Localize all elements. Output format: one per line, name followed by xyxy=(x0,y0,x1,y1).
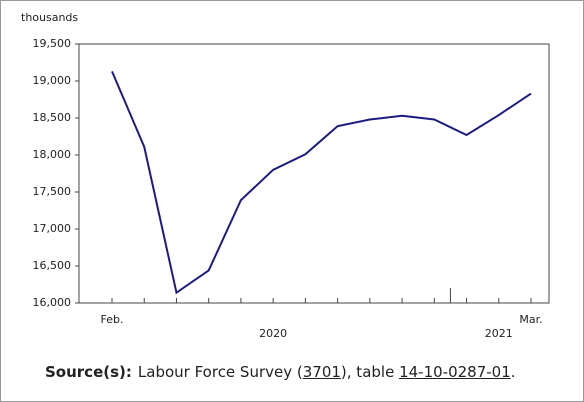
y-axis-label: thousands xyxy=(21,11,78,24)
y-tick-label: 16,500 xyxy=(33,259,72,272)
year-label: 2020 xyxy=(259,327,287,340)
source-link[interactable]: 3701 xyxy=(302,363,341,381)
x-tick-label: Feb. xyxy=(101,313,124,326)
year-label: 2021 xyxy=(485,327,513,340)
y-tick-label: 17,000 xyxy=(33,222,72,235)
x-tick-label: Mar. xyxy=(519,313,542,326)
plot-frame xyxy=(78,43,550,304)
y-tick-label: 18,500 xyxy=(33,111,72,124)
source: Source(s): Labour Force Survey (3701), ta… xyxy=(45,363,516,381)
chart: thousands 16,000 16,500 17,000 17,500 18,000… xyxy=(21,11,550,340)
source-text: . xyxy=(510,363,516,381)
y-tick-label: 16,000 xyxy=(33,296,72,309)
source-label: Source(s): xyxy=(45,363,132,381)
y-tick-label: 19,500 xyxy=(33,37,72,50)
line xyxy=(111,70,532,295)
source-text: Labour Force Survey ( xyxy=(137,363,303,381)
y-tick-label: 19,000 xyxy=(33,74,72,87)
y-tick-label: 17,500 xyxy=(33,185,72,198)
source-link[interactable]: 14-10-0287-01 xyxy=(399,363,511,381)
source-text: ), table xyxy=(340,363,400,381)
y-tick-label: 18,000 xyxy=(33,148,72,161)
